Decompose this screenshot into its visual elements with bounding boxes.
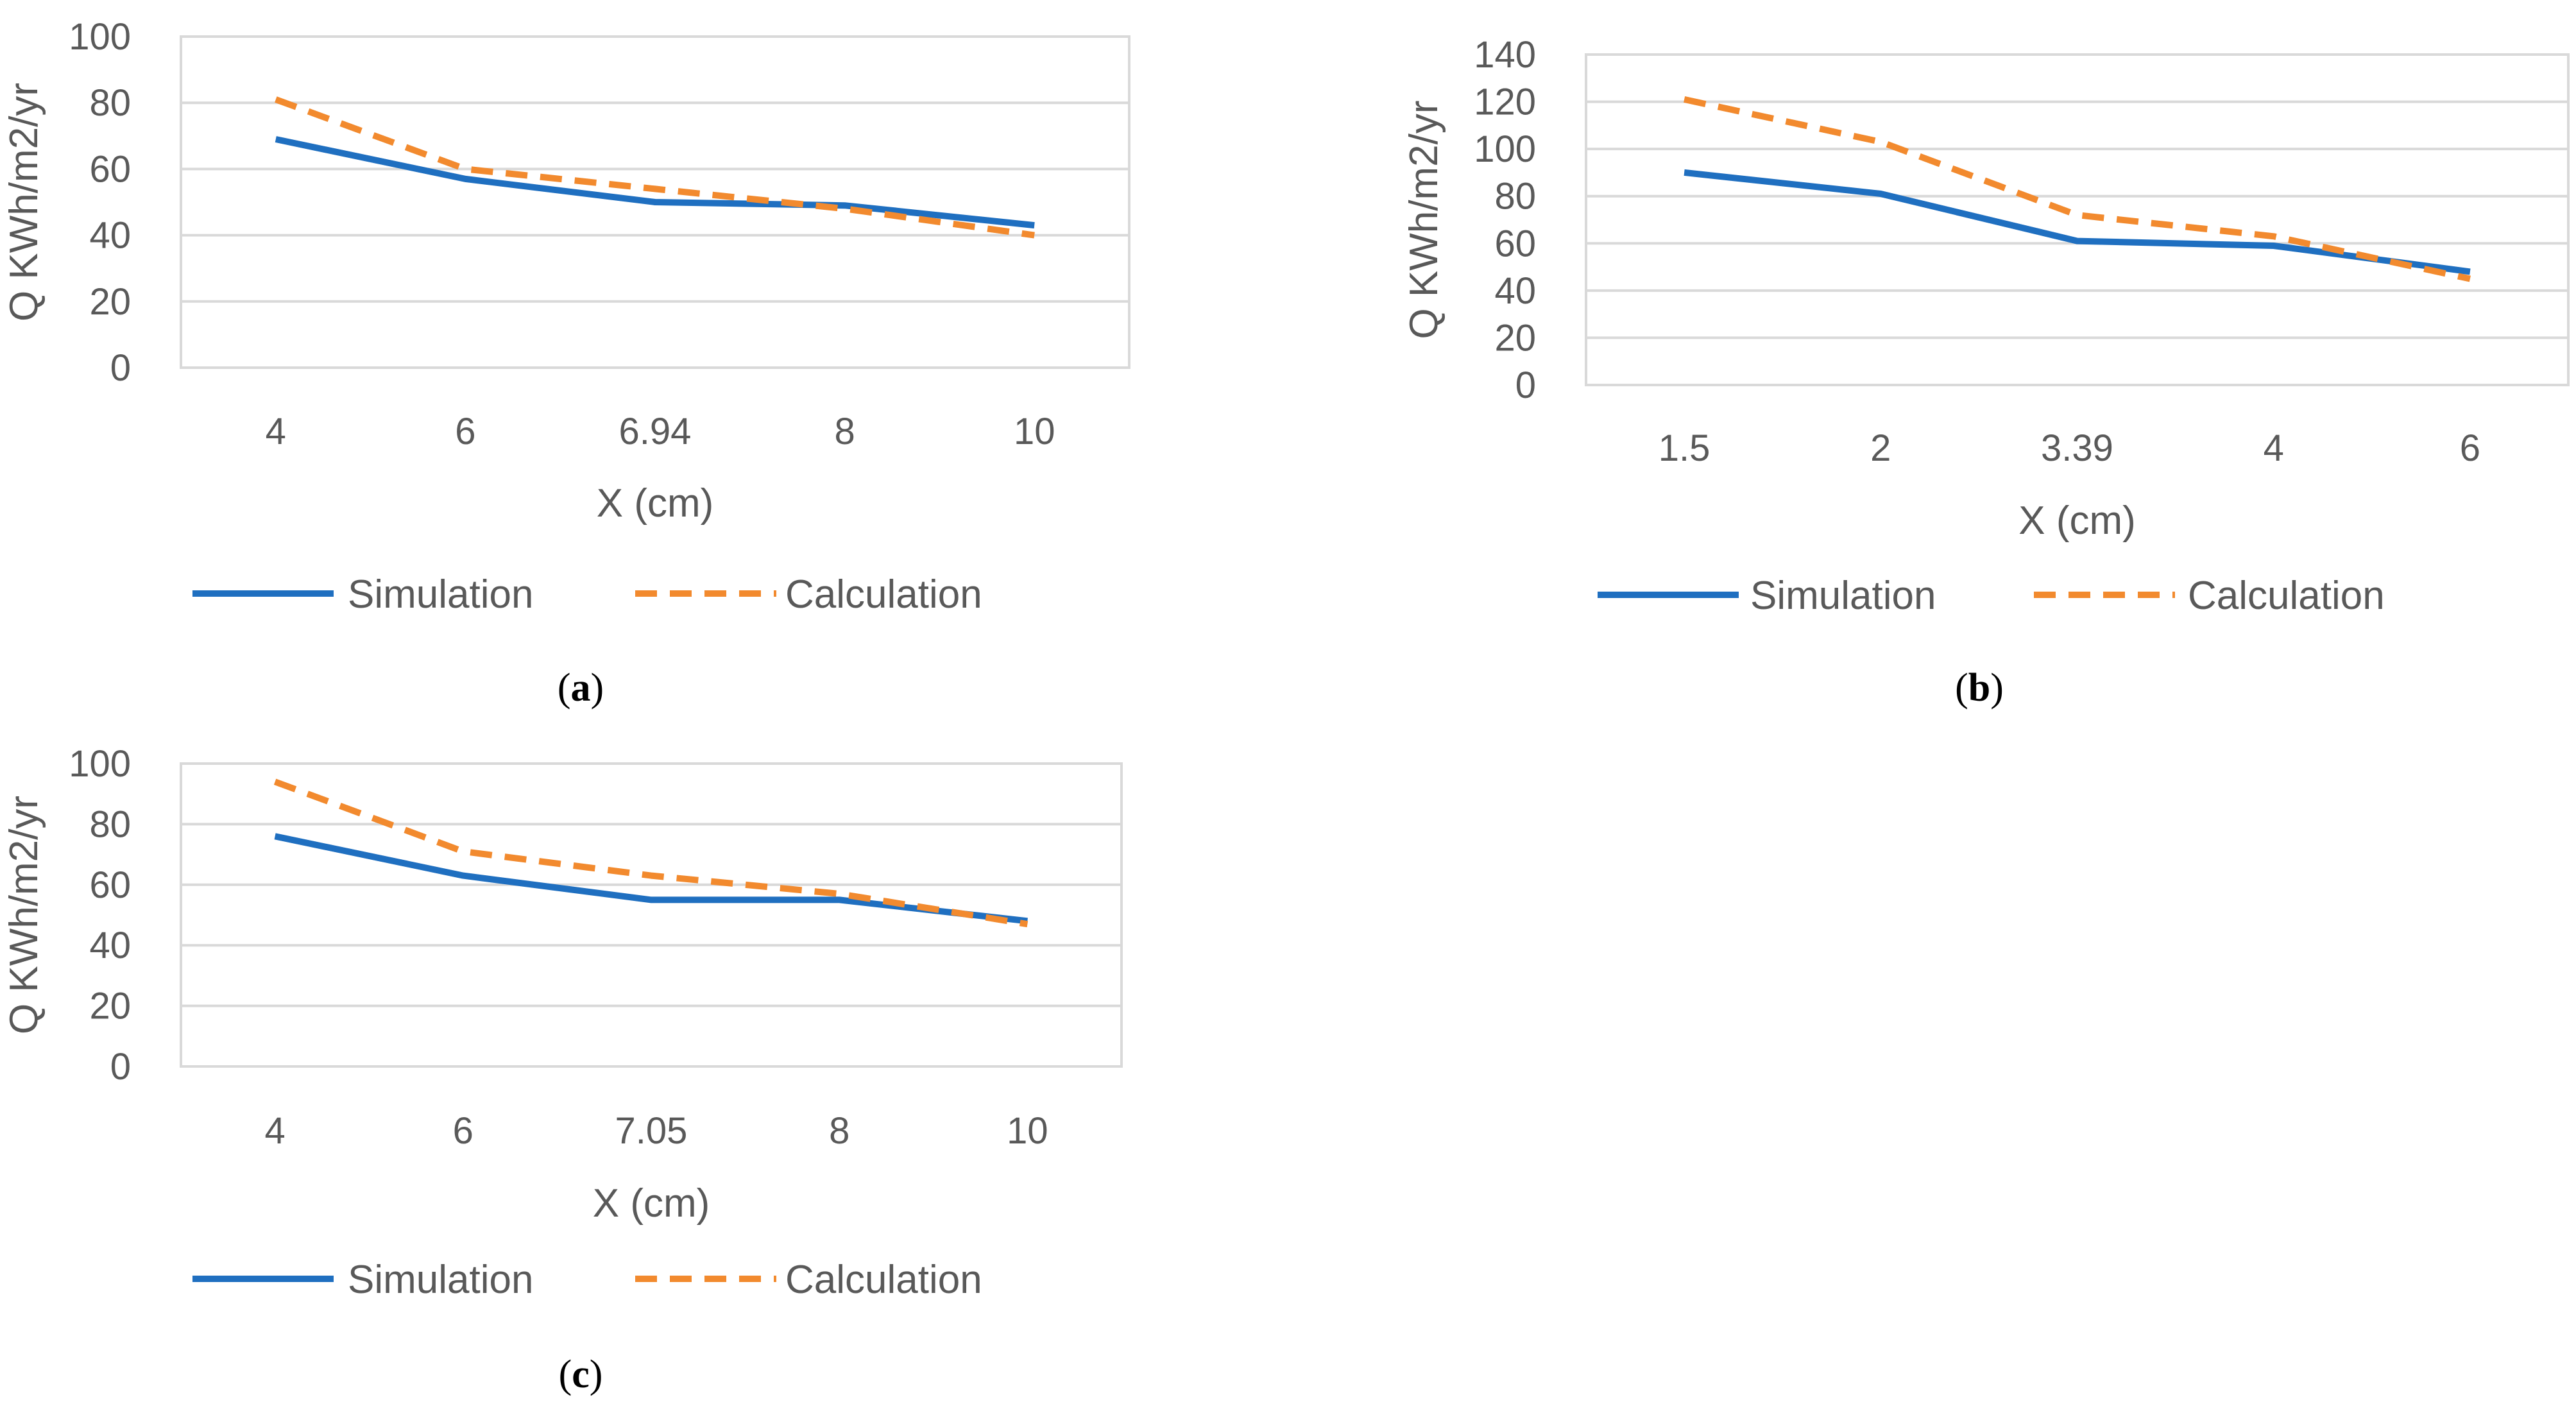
y-tick-label: 40 xyxy=(89,215,131,257)
series-line-calculation xyxy=(273,778,1028,928)
y-tick-label: 80 xyxy=(89,82,131,124)
chart-b: 0 20 40 60 80 100 120 140 1.5 2 3.39 4 6 X (cm) Q KWh/… xyxy=(1402,34,2570,710)
x-axis-title: X (cm) xyxy=(597,481,714,526)
x-axis-title: X (cm) xyxy=(593,1181,710,1226)
x-tick-label: 4 xyxy=(264,1110,285,1152)
x-axis-title: X (cm) xyxy=(2018,499,2136,543)
data-point-calculation xyxy=(1879,140,1882,144)
y-tick-label: 0 xyxy=(110,347,131,389)
y-tick-label: 100 xyxy=(69,16,131,58)
caption-close-paren: ) xyxy=(591,666,604,710)
x-tick-label: 2 xyxy=(1870,427,1891,469)
x-tick-label: 6 xyxy=(2460,427,2480,469)
legend-label-simulation: Simulation xyxy=(1750,574,1936,618)
chart-c: 0 20 40 60 80 100 4 6 7.05 8 10 X (cm) Q KWh/m2/yr Si… xyxy=(2,743,1123,1396)
caption-letter: b xyxy=(1968,666,1990,710)
series-line-calculation xyxy=(275,96,1035,239)
y-tick-label: 140 xyxy=(1474,34,1536,76)
y-tick-label: 80 xyxy=(89,803,131,845)
y-tick-label: 100 xyxy=(69,743,131,785)
x-tick-label: 10 xyxy=(1007,1110,1048,1152)
y-tick-label: 40 xyxy=(1494,270,1536,312)
data-point-calculation xyxy=(837,892,841,896)
y-tick-label: 80 xyxy=(1494,176,1536,218)
y-tick-label: 60 xyxy=(89,864,131,906)
panel-caption: (b) xyxy=(1955,666,2004,710)
x-tick-label: 8 xyxy=(829,1110,849,1152)
chart-a: 0 20 40 60 80 100 4 6 6.94 8 10 X (cm) Q KWh/m2/yr Si… xyxy=(2,16,1130,710)
x-tick-label: 4 xyxy=(2264,427,2284,469)
y-tick-label: 0 xyxy=(1515,364,1536,406)
caption-open-paren: ( xyxy=(559,1353,572,1396)
series-line-simulation xyxy=(275,136,1035,229)
x-tick-label: 1.5 xyxy=(1659,427,1710,469)
x-tick-label: 7.05 xyxy=(615,1110,688,1152)
y-tick-label: 120 xyxy=(1474,81,1536,123)
x-tick-label: 8 xyxy=(834,411,855,452)
caption-close-paren: ) xyxy=(1990,666,2004,710)
legend-label-calculation: Calculation xyxy=(785,572,982,617)
legend-label-calculation: Calculation xyxy=(2188,574,2385,618)
plot-area-border xyxy=(1585,53,2570,386)
panel-caption: (c) xyxy=(559,1353,603,1396)
caption-letter: c xyxy=(572,1353,590,1396)
y-tick-label: 0 xyxy=(110,1046,131,1088)
x-tick-label: 4 xyxy=(266,411,286,452)
x-tick-label: 10 xyxy=(1014,411,1055,452)
caption-close-paren: ) xyxy=(590,1353,603,1396)
panel-caption: (a) xyxy=(558,666,604,710)
y-tick-label: 20 xyxy=(1494,317,1536,359)
x-tick-label: 3.39 xyxy=(2041,427,2113,469)
caption-letter: a xyxy=(571,666,591,710)
y-axis-title: Q KWh/m2/yr xyxy=(1402,100,1446,339)
data-point-calculation xyxy=(461,850,465,853)
legend-label-simulation: Simulation xyxy=(348,572,533,617)
series-line-calculation xyxy=(1684,96,2471,282)
y-axis-title: Q KWh/m2/yr xyxy=(2,83,46,321)
y-tick-label: 60 xyxy=(1494,223,1536,264)
legend-label-calculation: Calculation xyxy=(785,1258,982,1302)
legend-label-simulation: Simulation xyxy=(348,1258,533,1302)
x-tick-label: 6 xyxy=(455,411,475,452)
x-tick-label: 6 xyxy=(453,1110,473,1152)
y-tick-label: 40 xyxy=(89,925,131,966)
x-tick-label: 6.94 xyxy=(619,411,692,452)
y-tick-label: 20 xyxy=(89,281,131,323)
y-tick-label: 20 xyxy=(89,986,131,1027)
caption-open-paren: ( xyxy=(558,666,571,710)
data-point-calculation xyxy=(2076,213,2079,217)
y-tick-label: 60 xyxy=(89,148,131,190)
caption-open-paren: ( xyxy=(1955,666,1968,710)
y-tick-label: 100 xyxy=(1474,128,1536,170)
series-line-simulation xyxy=(1684,169,2471,275)
y-axis-title: Q KWh/m2/yr xyxy=(2,796,46,1034)
